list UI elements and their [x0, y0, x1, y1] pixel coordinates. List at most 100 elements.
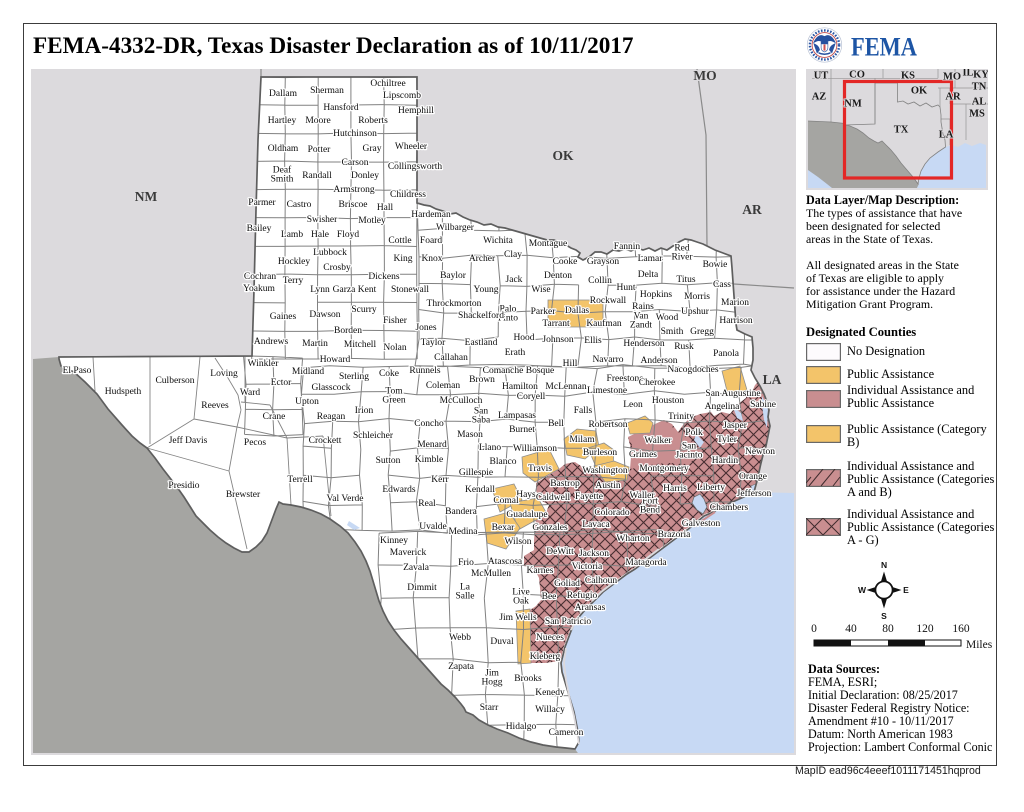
svg-text:Crosby: Crosby	[323, 263, 351, 273]
svg-text:Sutton: Sutton	[376, 456, 401, 466]
svg-text:Reagan: Reagan	[317, 412, 346, 422]
svg-text:Archer: Archer	[469, 254, 496, 264]
svg-text:Clay: Clay	[504, 250, 522, 260]
svg-text:40: 40	[845, 623, 857, 635]
svg-text:Presidio: Presidio	[168, 481, 199, 491]
svg-text:Brewster: Brewster	[226, 490, 261, 500]
svg-text:Gray: Gray	[363, 144, 382, 154]
svg-text:Jasper: Jasper	[723, 421, 748, 431]
svg-text:Leon: Leon	[623, 400, 643, 410]
svg-text:Orange: Orange	[739, 472, 767, 482]
svg-text:Culberson: Culberson	[155, 376, 194, 386]
svg-text:Pecos: Pecos	[244, 438, 266, 448]
svg-text:Hall: Hall	[377, 203, 394, 213]
svg-text:Childress: Childress	[390, 190, 426, 200]
svg-text:Kaufman: Kaufman	[586, 318, 622, 329]
svg-text:Briscoe: Briscoe	[338, 200, 367, 210]
svg-text:Kinney: Kinney	[380, 536, 408, 546]
svg-text:Harrison: Harrison	[719, 316, 752, 326]
svg-text:Comal: Comal	[493, 496, 519, 506]
svg-text:Gillespie: Gillespie	[459, 468, 493, 478]
svg-text:Wheeler: Wheeler	[395, 142, 428, 152]
svg-text:Concho: Concho	[414, 419, 444, 429]
svg-text:Dickens: Dickens	[368, 272, 399, 282]
svg-text:Brooks: Brooks	[514, 674, 542, 684]
svg-text:Dawson: Dawson	[309, 310, 340, 320]
svg-text:LA: LA	[763, 372, 782, 387]
svg-text:IL: IL	[962, 69, 973, 79]
svg-text:Morris: Morris	[684, 292, 710, 302]
svg-text:Mason: Mason	[457, 430, 483, 440]
svg-text:Lubbock: Lubbock	[313, 248, 347, 258]
svg-text:Howard: Howard	[320, 355, 351, 365]
svg-text:Cameron: Cameron	[549, 728, 584, 738]
svg-text:Henderson: Henderson	[623, 339, 664, 349]
svg-text:Lamar: Lamar	[638, 254, 664, 264]
svg-text:Nacogdoches: Nacogdoches	[667, 365, 718, 375]
svg-text:Chambers: Chambers	[710, 503, 749, 513]
svg-text:Matagorda: Matagorda	[625, 558, 667, 568]
svg-text:Victoria: Victoria	[572, 562, 603, 572]
svg-text:Hudspeth: Hudspeth	[105, 387, 142, 397]
svg-text:Polk: Polk	[685, 428, 703, 438]
svg-text:Tyler: Tyler	[717, 435, 738, 445]
svg-text:Floyd: Floyd	[337, 230, 359, 240]
svg-text:Nueces: Nueces	[536, 633, 564, 643]
svg-text:TN: TN	[972, 82, 987, 93]
svg-text:Borden: Borden	[334, 326, 362, 336]
svg-text:Carson: Carson	[342, 158, 369, 168]
svg-text:Upshur: Upshur	[681, 307, 710, 317]
svg-text:Terrell: Terrell	[287, 475, 313, 485]
svg-text:Randall: Randall	[302, 171, 332, 181]
svg-text:Kendall: Kendall	[465, 485, 495, 495]
svg-text:Lamb: Lamb	[281, 230, 303, 240]
svg-text:80: 80	[882, 623, 894, 635]
svg-text:Robertson: Robertson	[588, 420, 627, 430]
svg-text:Titus: Titus	[676, 275, 695, 285]
svg-text:Calhoun: Calhoun	[585, 576, 617, 586]
svg-text:Blanco: Blanco	[490, 457, 517, 467]
svg-text:Coleman: Coleman	[426, 381, 461, 391]
svg-text:Schleicher: Schleicher	[353, 431, 394, 441]
svg-text:Miles: Miles	[966, 639, 993, 651]
svg-text:Bandera: Bandera	[445, 507, 477, 517]
svg-text:Starr: Starr	[480, 703, 499, 713]
svg-text:Dallas: Dallas	[565, 306, 590, 316]
svg-text:AL: AL	[972, 97, 987, 108]
svg-text:120: 120	[916, 623, 934, 635]
svg-text:NM: NM	[135, 189, 158, 204]
svg-text:Midland: Midland	[292, 367, 324, 377]
svg-text:Val Verde: Val Verde	[326, 494, 363, 504]
svg-text:Panola: Panola	[713, 349, 740, 359]
svg-text:Jeff Davis: Jeff Davis	[169, 435, 208, 446]
svg-text:Castro: Castro	[287, 200, 312, 210]
svg-text:Atascosa: Atascosa	[488, 557, 523, 567]
svg-text:AR: AR	[945, 92, 961, 103]
svg-text:Kerr: Kerr	[431, 475, 449, 485]
svg-text:Frio: Frio	[458, 558, 474, 568]
svg-text:CO: CO	[849, 70, 865, 81]
svg-text:Tarrant: Tarrant	[542, 319, 570, 329]
svg-text:Hill: Hill	[563, 359, 578, 369]
svg-text:Galveston: Galveston	[682, 519, 721, 529]
svg-text:Cottle: Cottle	[388, 236, 411, 246]
svg-text:Taylor: Taylor	[421, 338, 446, 348]
svg-text:Gonzales: Gonzales	[532, 523, 568, 533]
svg-text:Eastland: Eastland	[465, 338, 498, 348]
svg-text:Montgomery: Montgomery	[639, 464, 689, 474]
svg-text:Parker: Parker	[531, 307, 557, 317]
svg-text:Yoakum: Yoakum	[243, 284, 275, 294]
svg-text:Ward: Ward	[240, 388, 261, 398]
svg-text:KY: KY	[973, 70, 988, 81]
svg-text:Coryell: Coryell	[517, 392, 546, 402]
svg-text:Harris: Harris	[663, 484, 687, 494]
svg-text:Hutchinson: Hutchinson	[333, 129, 377, 139]
svg-text:Hidalgo: Hidalgo	[506, 722, 537, 732]
svg-text:0: 0	[811, 623, 817, 635]
